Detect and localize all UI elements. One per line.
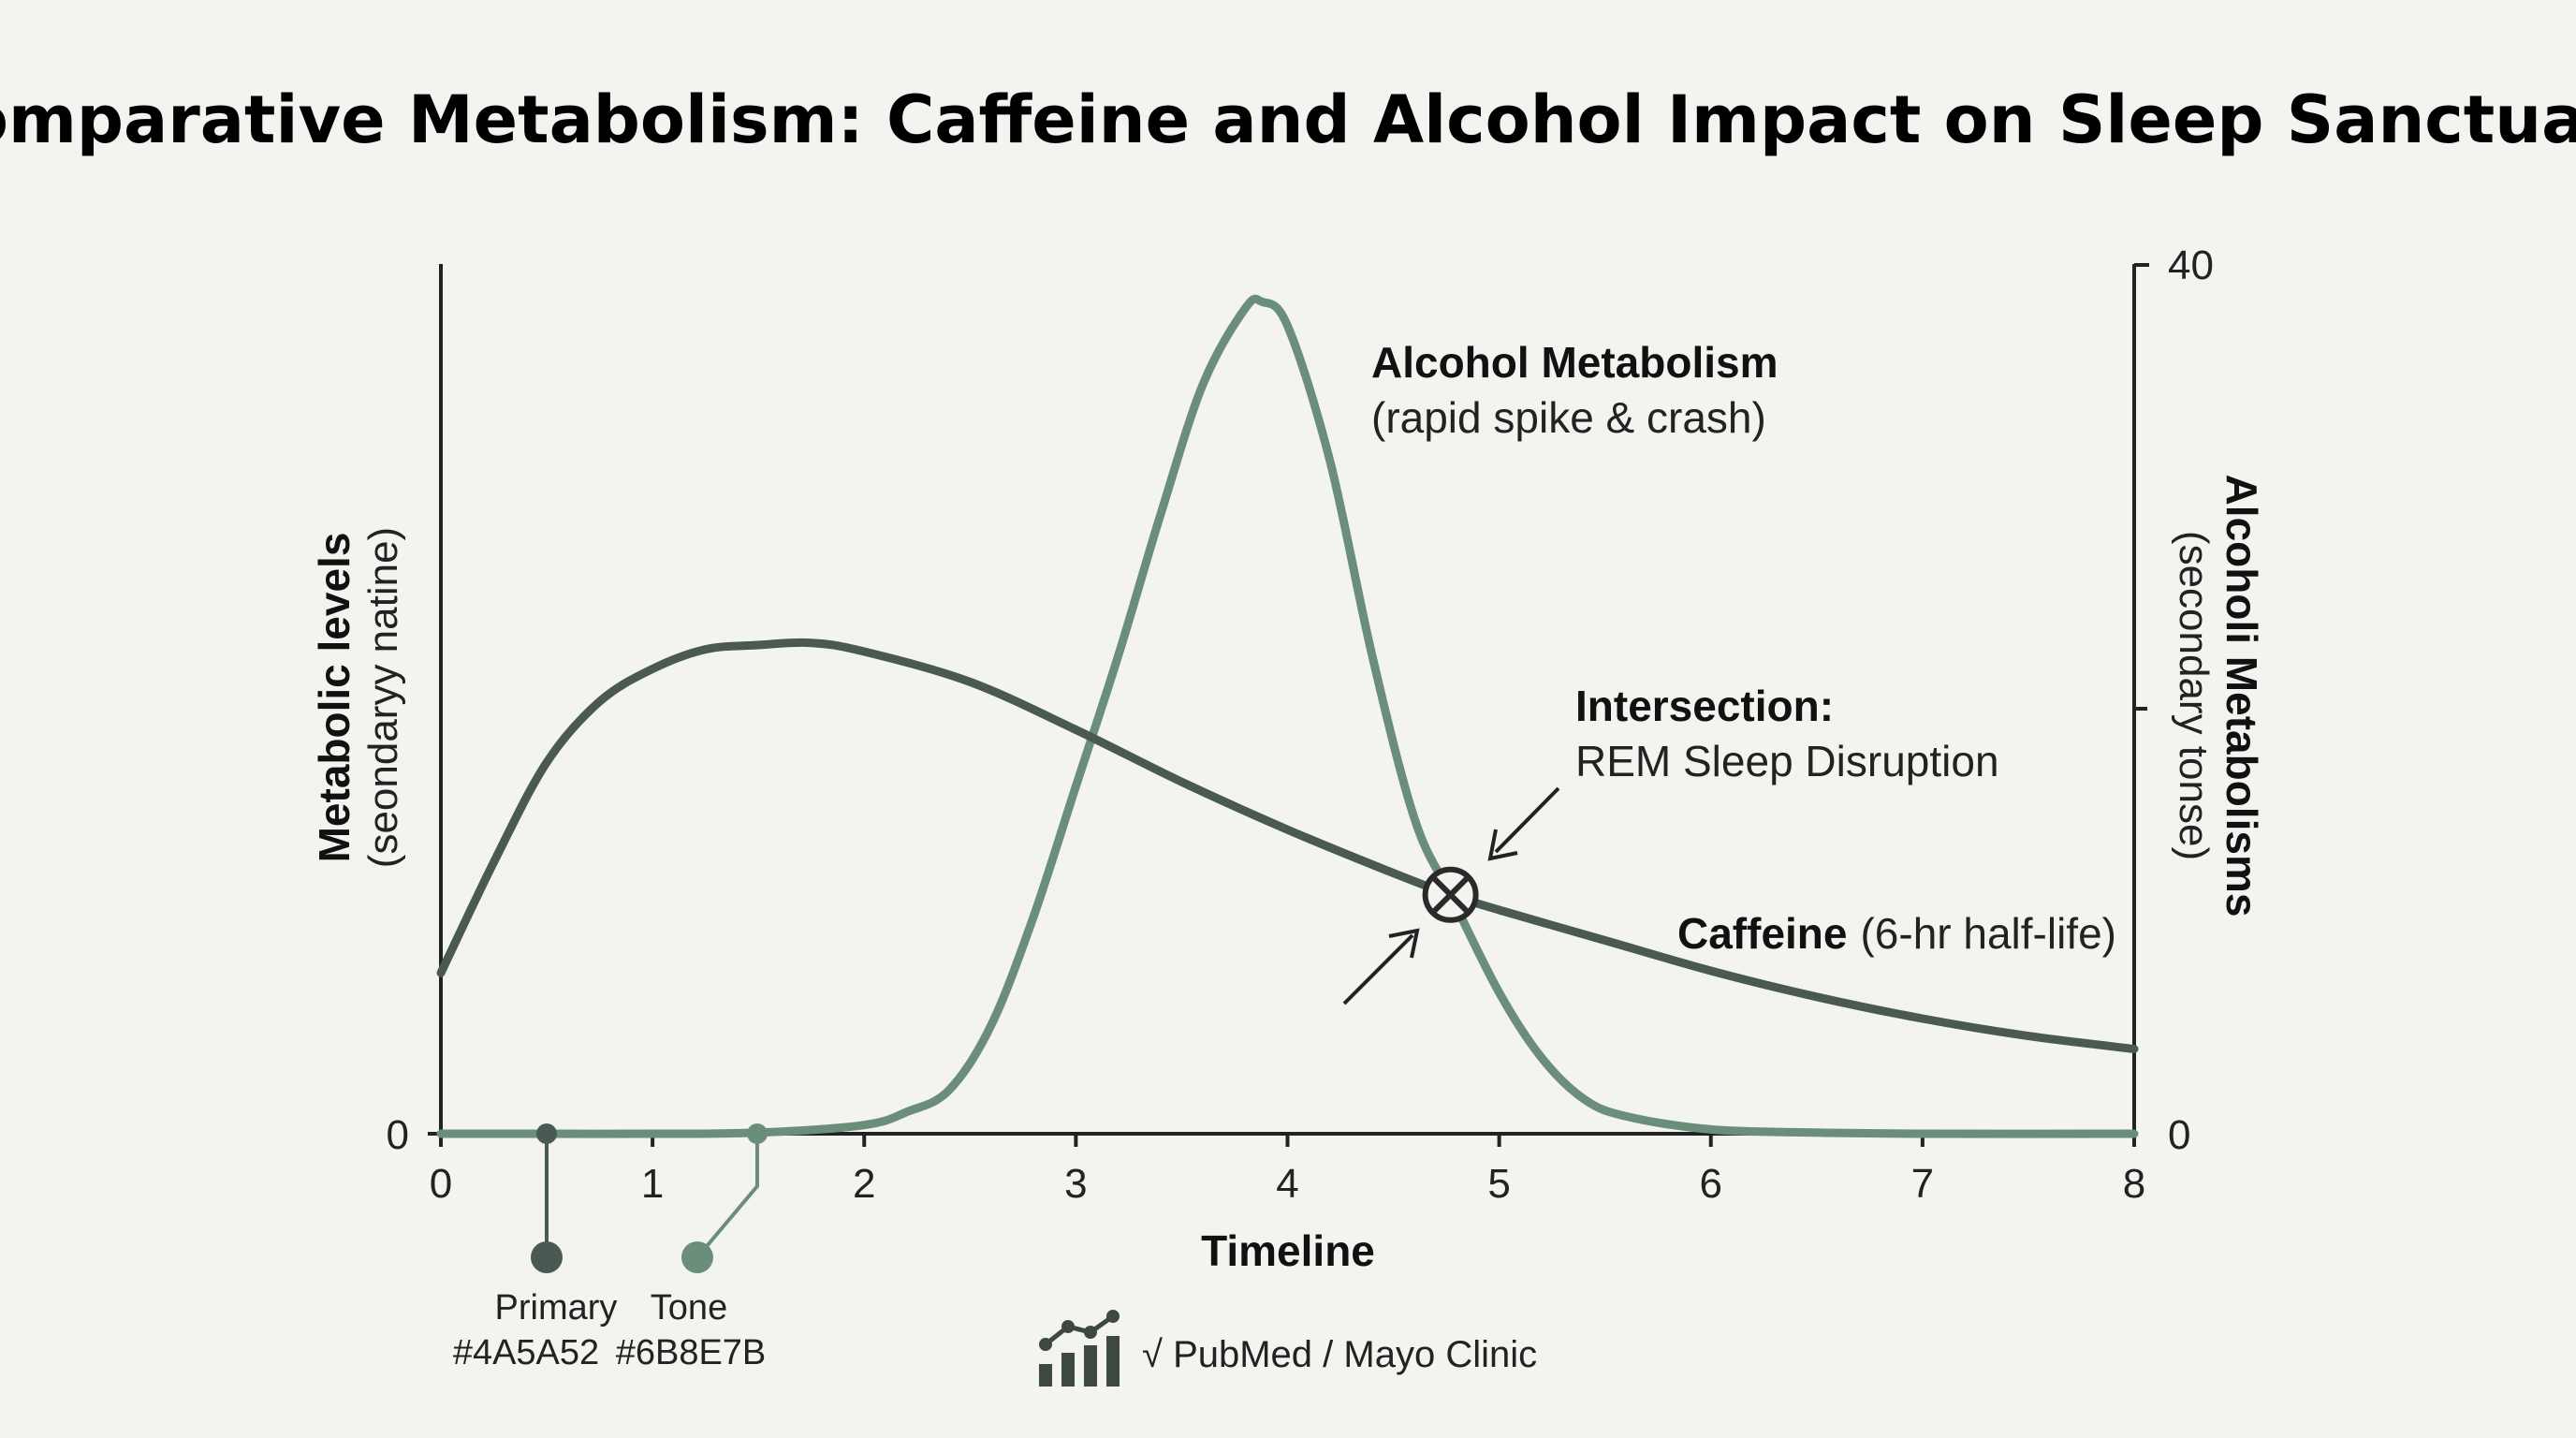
x-tick-label-7: 7: [1911, 1161, 1934, 1207]
swatch-primary-label: Primary: [495, 1288, 618, 1328]
intersection-marker: [1422, 866, 1479, 923]
x-tick-label-0: 0: [430, 1161, 452, 1207]
intersection-label-sub: REM Sleep Disruption: [1575, 737, 1999, 785]
chart-title: Comparative Metabolism: Caffeine and Alc…: [0, 81, 2576, 158]
x-tick-label-1: 1: [641, 1161, 664, 1207]
x-tick-label-2: 2: [853, 1161, 875, 1207]
caffeine-series-label: Caffeine: [1677, 909, 1847, 958]
right-y-tick-top: 40: [2168, 242, 2214, 288]
intersection-arrow-upper: [1487, 786, 1560, 861]
chart-trend-icon: [1039, 1310, 1120, 1387]
x-tick-label-4: 4: [1276, 1161, 1298, 1207]
right-y-axis-subtitle: (secondary tonse): [2171, 531, 2217, 860]
series-line-alcohol: [436, 294, 2139, 1138]
swatch-tone: Tone #6B8E7B: [616, 1123, 768, 1372]
series-line-caffeine: [436, 638, 2139, 1053]
x-tick-label-8: 8: [2123, 1161, 2145, 1207]
left-y-axis-title-group: Metabolic levels (seondarуy natine): [310, 527, 406, 868]
swatch-primary-anchor-dot: [536, 1123, 557, 1144]
alcohol-series-label: Alcohol Metabolism: [1371, 338, 1778, 387]
intersection-label-title: Intersection:: [1575, 682, 1834, 730]
source-footer: √ PubMed / Mayo Clinic: [1039, 1310, 1537, 1387]
caffeine-series-sublabel: (6-hr half-life): [1860, 909, 2116, 958]
left-y-axis-title: Metabolic levels: [310, 533, 359, 863]
swatch-tone-hex: #6B8E7B: [616, 1333, 767, 1372]
x-tick-label-6: 6: [1700, 1161, 1722, 1207]
caffeine-series-label-line: Caffeine (6-hr half-life): [1677, 909, 2116, 958]
right-y-axis-title-group: Alcoholi Metabolisms (secondary tonse): [2171, 475, 2266, 917]
x-tick-label-5: 5: [1487, 1161, 1510, 1207]
alcohol-series-sublabel: (rapid spike & crash): [1371, 393, 1766, 442]
source-text: √ PubMed / Mayo Clinic: [1142, 1334, 1537, 1375]
x-axis-title: Timeline: [1201, 1226, 1375, 1275]
swatch-tone-dot: [681, 1241, 713, 1273]
right-y-tick-bottom: 0: [2168, 1112, 2190, 1158]
left-y-tick-0: 0: [387, 1112, 409, 1158]
swatch-tone-anchor-dot: [747, 1123, 768, 1144]
x-axis-ticks: 0 1 2 3 4 5 6 7 8: [430, 1134, 2145, 1207]
swatch-tone-label: Tone: [651, 1288, 727, 1328]
swatch-primary-dot: [531, 1241, 563, 1273]
left-y-axis-subtitle: (seondarуy natine): [360, 527, 406, 868]
swatch-primary: Primary #4A5A52: [453, 1123, 618, 1372]
swatch-primary-hex: #4A5A52: [453, 1333, 599, 1372]
x-tick-label-3: 3: [1064, 1161, 1087, 1207]
intersection-arrow-lower: [1342, 928, 1420, 1005]
right-y-axis-title: Alcoholi Metabolisms: [2217, 475, 2266, 917]
